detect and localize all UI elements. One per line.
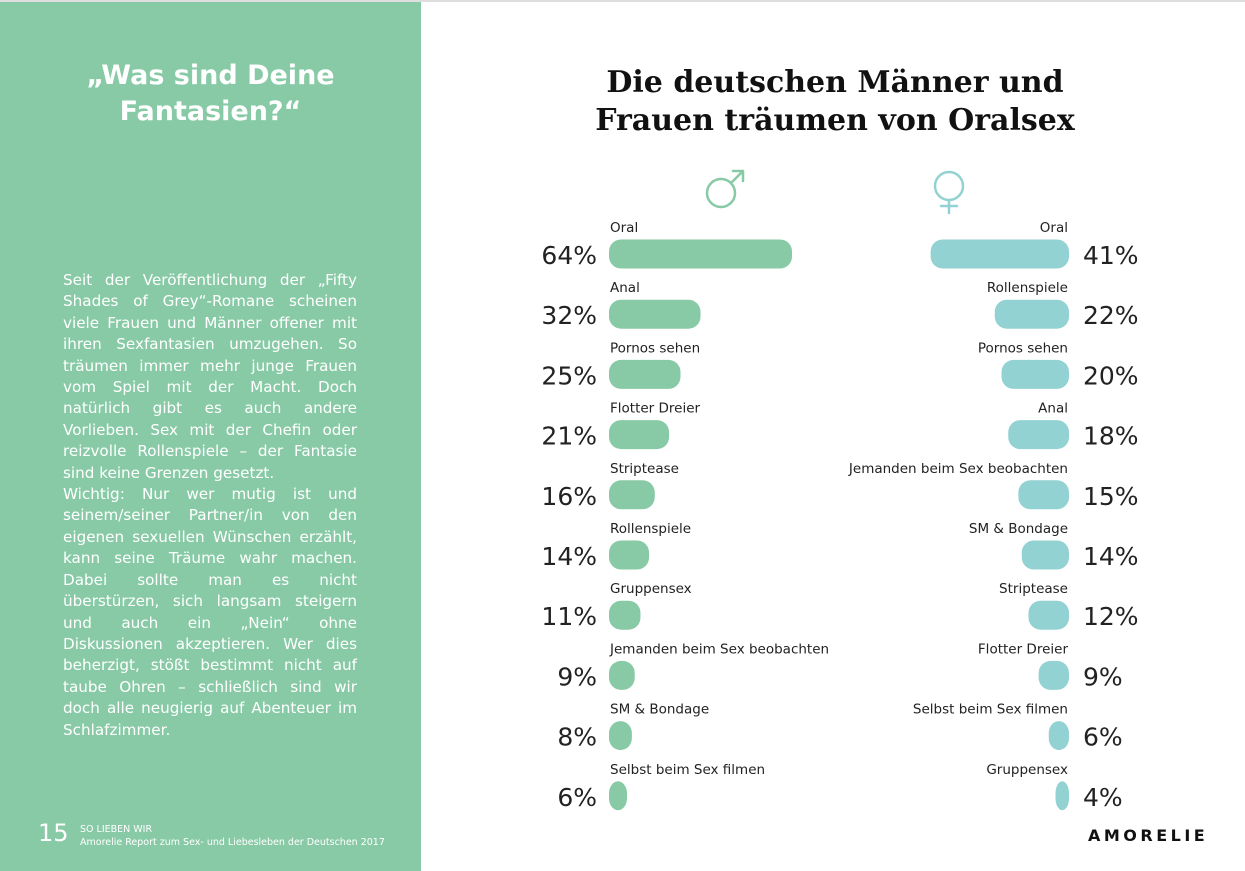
body-paragraph: Wichtig: Nur wer mutig ist und seinem/se… — [63, 485, 357, 739]
male-value-label: 8% — [557, 723, 597, 752]
female-category-label: Gruppensex — [986, 762, 1068, 778]
male-category-label: Rollenspiele — [610, 521, 691, 537]
male-bar — [609, 239, 793, 269]
male-value-label: 64% — [541, 241, 597, 270]
female-value-label: 12% — [1083, 602, 1139, 631]
female-value-label: 6% — [1083, 723, 1123, 752]
sidebar-title-line: „Was sind Deine — [86, 60, 335, 91]
sidebar-panel: „Was sind Deine Fantasien?“ Seit der Ver… — [0, 2, 421, 871]
footer-text: SO LIEBEN WIR Amorelie Report zum Sex- u… — [80, 823, 385, 849]
female-value-label: 22% — [1083, 301, 1139, 330]
female-value-label: 20% — [1083, 361, 1139, 390]
male-category-label: Selbst beim Sex filmen — [610, 762, 765, 778]
footer-section-label: SO LIEBEN WIR — [80, 824, 153, 835]
female-category-label: Flotter Dreier — [978, 641, 1069, 657]
female-bar — [1055, 781, 1069, 811]
male-value-label: 21% — [541, 422, 597, 451]
male-value-label: 25% — [541, 361, 597, 390]
male-symbol-circle — [705, 177, 737, 209]
female-category-label: SM & Bondage — [969, 521, 1068, 537]
male-bar — [609, 480, 655, 510]
male-bar — [609, 299, 701, 329]
male-value-label: 6% — [557, 783, 597, 812]
female-value-label: 41% — [1083, 241, 1139, 270]
sidebar-title-line: Fantasien?“ — [119, 96, 302, 127]
male-value-label: 9% — [557, 662, 597, 691]
body-paragraph: Seit der Veröffentlichung der „Fifty Sha… — [63, 271, 357, 482]
female-bar — [1001, 359, 1069, 389]
sidebar-body-text: Seit der Veröffentlichung der „Fifty Sha… — [63, 270, 357, 741]
female-bar — [1028, 600, 1069, 630]
female-bar — [1021, 540, 1069, 570]
female-bar — [1038, 660, 1069, 690]
female-value-label: 15% — [1083, 482, 1139, 511]
footer-report-title: Amorelie Report zum Sex- und Liebesleben… — [80, 837, 385, 848]
female-category-label: Anal — [1038, 401, 1068, 417]
male-value-label: 16% — [541, 482, 597, 511]
top-divider — [0, 0, 1245, 2]
female-category-label: Oral — [1040, 220, 1068, 236]
male-category-label: Striptease — [610, 461, 679, 477]
female-bar — [1048, 721, 1069, 751]
male-category-label: Anal — [610, 280, 640, 296]
female-value-label: 9% — [1083, 662, 1123, 691]
female-category-label: Selbst beim Sex filmen — [913, 702, 1068, 718]
male-category-label: SM & Bondage — [610, 702, 709, 718]
male-bar — [609, 359, 681, 389]
male-value-label: 14% — [541, 542, 597, 571]
sidebar-title: „Was sind Deine Fantasien?“ — [20, 58, 401, 130]
female-value-label: 4% — [1083, 783, 1123, 812]
female-category-label: Rollenspiele — [987, 280, 1068, 296]
brand-logo: AMORELIE — [1088, 826, 1209, 845]
chart-title: Die deutschen Männer und Frauen träumen … — [560, 64, 1110, 140]
male-bar — [609, 600, 641, 630]
female-category-label: Pornos sehen — [978, 340, 1068, 356]
female-value-label: 18% — [1083, 422, 1139, 451]
male-category-label: Pornos sehen — [610, 340, 700, 356]
female-symbol-cross — [939, 198, 959, 215]
male-bar — [609, 781, 627, 811]
male-category-label: Jemanden beim Sex beobachten — [609, 641, 829, 657]
female-category-label: Jemanden beim Sex beobachten — [848, 461, 1068, 477]
male-value-label: 11% — [541, 602, 597, 631]
female-bar — [1008, 420, 1069, 450]
female-bar — [994, 299, 1069, 329]
chart-title-line: Die deutschen Männer und — [606, 65, 1064, 100]
female-bar — [930, 239, 1069, 269]
female-category-label: Striptease — [999, 581, 1068, 597]
chart-title-line: Frauen träumen von Oralsex — [595, 103, 1075, 138]
male-category-label: Flotter Dreier — [610, 401, 701, 417]
female-value-label: 14% — [1083, 542, 1139, 571]
page-number: 15 — [38, 819, 69, 847]
male-bar — [609, 721, 632, 751]
male-bar — [609, 660, 635, 690]
male-bar — [609, 420, 670, 450]
male-value-label: 32% — [541, 301, 597, 330]
male-symbol-arrow — [729, 169, 745, 185]
female-symbol-circle — [933, 170, 965, 202]
male-category-label: Gruppensex — [610, 581, 692, 597]
male-symbol-icon — [705, 169, 745, 209]
male-bar — [609, 540, 650, 570]
male-category-label: Oral — [610, 220, 638, 236]
female-symbol-icon — [933, 170, 965, 215]
female-bar — [1018, 480, 1069, 510]
